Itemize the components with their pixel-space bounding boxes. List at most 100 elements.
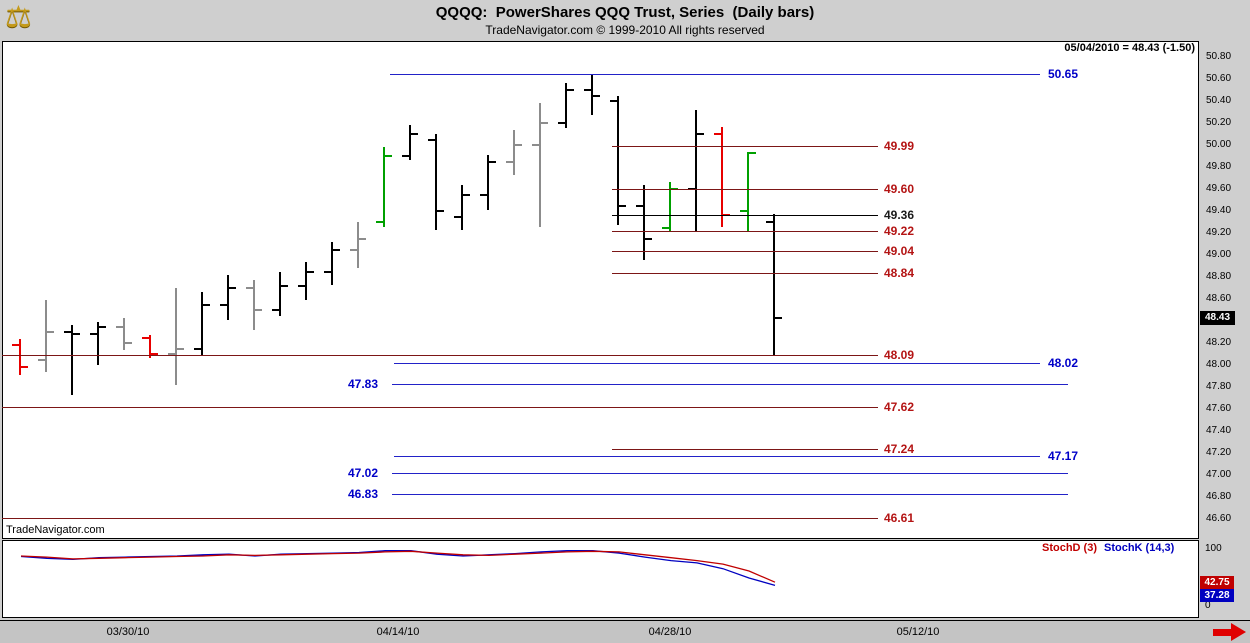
ohlc-close-tick bbox=[359, 237, 366, 240]
stochk-legend[interactable]: StochK (14,3) bbox=[1104, 542, 1175, 554]
ohlc-close-tick bbox=[567, 89, 574, 91]
price-axis-tick: 47.20 bbox=[1206, 447, 1232, 458]
ohlc-bar bbox=[253, 280, 255, 330]
ohlc-bar bbox=[305, 261, 307, 301]
stochk-value-box: 37.28 bbox=[1200, 589, 1234, 602]
price-axis-tick: 49.60 bbox=[1206, 183, 1232, 194]
price-axis-tick: 47.40 bbox=[1206, 425, 1232, 436]
chart-title: QQQQ: PowerShares QQQ Trust, Series (Dai… bbox=[435, 4, 815, 21]
stoch-axis-bottom-tick: 0 bbox=[1205, 600, 1211, 611]
ohlc-open-tick bbox=[636, 204, 643, 207]
price-level-line[interactable] bbox=[2, 517, 878, 519]
ohlc-open-tick bbox=[532, 144, 539, 146]
price-level-line[interactable] bbox=[2, 355, 878, 357]
copyright-text: TradeNavigator.com © 1999-2010 All right… bbox=[485, 23, 765, 37]
ohlc-open-tick bbox=[194, 347, 201, 350]
price-level-label: 47.83 bbox=[348, 376, 379, 391]
price-level-label: 48.09 bbox=[884, 348, 915, 363]
ohlc-bar bbox=[487, 154, 489, 210]
chart-watermark: TradeNavigator.com bbox=[6, 524, 105, 536]
ohlc-open-tick bbox=[220, 303, 227, 306]
stochd-value-box: 42.75 bbox=[1200, 576, 1234, 589]
date-axis-label: 05/12/10 bbox=[896, 626, 940, 638]
ohlc-open-tick bbox=[142, 336, 149, 339]
price-chart-panel[interactable] bbox=[2, 41, 1199, 539]
stochd-legend[interactable]: StochD (3) bbox=[1042, 542, 1097, 554]
ohlc-open-tick bbox=[246, 287, 253, 289]
price-level-line[interactable] bbox=[2, 406, 878, 408]
stoch-axis-top-tick: 100 bbox=[1205, 543, 1222, 554]
price-level-line[interactable] bbox=[612, 189, 878, 190]
stochd-line bbox=[20, 550, 776, 583]
ohlc-bar bbox=[123, 317, 125, 350]
price-axis-tick: 46.60 bbox=[1206, 513, 1232, 524]
price-level-line[interactable] bbox=[612, 215, 878, 217]
ohlc-bar bbox=[45, 300, 47, 372]
price-axis-tick: 50.60 bbox=[1206, 73, 1232, 84]
ohlc-bar bbox=[19, 338, 21, 375]
price-axis-tick: 49.80 bbox=[1206, 161, 1232, 172]
price-level-line[interactable] bbox=[612, 146, 878, 148]
ohlc-open-tick bbox=[558, 122, 565, 124]
price-level-line[interactable] bbox=[392, 493, 1068, 495]
price-level-line[interactable] bbox=[612, 272, 878, 274]
ohlc-bar bbox=[71, 325, 73, 395]
ohlc-open-tick bbox=[350, 248, 357, 251]
ohlc-bar bbox=[227, 274, 229, 320]
ohlc-bar bbox=[565, 83, 567, 129]
ohlc-open-tick bbox=[714, 133, 721, 135]
ohlc-bar bbox=[279, 271, 281, 316]
price-axis-tick: 48.60 bbox=[1206, 293, 1232, 304]
ohlc-open-tick bbox=[454, 215, 461, 218]
ohlc-bar bbox=[747, 151, 749, 231]
stochastic-panel[interactable] bbox=[2, 540, 1199, 618]
ohlc-close-tick bbox=[307, 270, 314, 273]
ohlc-open-tick bbox=[662, 226, 669, 229]
price-level-label: 47.17 bbox=[1048, 449, 1079, 464]
ohlc-open-tick bbox=[584, 89, 591, 91]
price-level-line[interactable] bbox=[392, 383, 1068, 385]
price-level-label: 49.99 bbox=[884, 139, 915, 154]
price-level-line[interactable] bbox=[612, 250, 878, 252]
scroll-right-arrow[interactable] bbox=[1213, 629, 1231, 636]
price-level-label: 48.02 bbox=[1048, 355, 1079, 370]
ohlc-bar bbox=[175, 288, 177, 385]
time-axis-bar[interactable] bbox=[0, 620, 1250, 643]
ohlc-open-tick bbox=[272, 309, 279, 311]
ohlc-close-tick bbox=[229, 287, 236, 289]
ohlc-bar bbox=[617, 95, 619, 226]
price-level-line[interactable] bbox=[612, 230, 878, 232]
price-level-line[interactable] bbox=[394, 362, 1040, 364]
ohlc-open-tick bbox=[324, 270, 331, 273]
ohlc-bar bbox=[513, 129, 515, 175]
price-axis[interactable] bbox=[1200, 41, 1250, 621]
price-level-label: 47.62 bbox=[884, 399, 915, 414]
ohlc-close-tick bbox=[47, 331, 54, 333]
price-level-line[interactable] bbox=[390, 73, 1040, 75]
price-axis-tick: 50.40 bbox=[1206, 95, 1232, 106]
price-level-label: 49.04 bbox=[884, 243, 915, 258]
price-level-label: 49.22 bbox=[884, 223, 915, 238]
price-level-label: 47.02 bbox=[348, 465, 379, 480]
price-level-line[interactable] bbox=[612, 448, 878, 450]
ohlc-bar bbox=[539, 103, 541, 228]
price-level-label: 46.83 bbox=[348, 486, 379, 501]
price-level-line[interactable] bbox=[394, 456, 1040, 458]
price-level-line[interactable] bbox=[392, 472, 1068, 474]
ohlc-open-tick bbox=[402, 155, 409, 157]
ohlc-open-tick bbox=[12, 344, 19, 347]
ohlc-bar bbox=[357, 222, 359, 269]
price-axis-tick: 50.20 bbox=[1206, 117, 1232, 128]
price-axis-tick: 48.00 bbox=[1206, 359, 1232, 370]
last-price-box: 48.43 bbox=[1200, 310, 1235, 325]
price-axis-tick: 48.80 bbox=[1206, 271, 1232, 282]
stochk-line bbox=[20, 550, 776, 587]
ohlc-open-tick bbox=[38, 358, 45, 361]
ohlc-open-tick bbox=[376, 221, 383, 223]
date-axis-label: 03/30/10 bbox=[106, 626, 150, 638]
ohlc-bar bbox=[331, 241, 333, 285]
price-level-label: 49.36 bbox=[884, 208, 915, 223]
scroll-right-arrow-head[interactable] bbox=[1231, 623, 1246, 641]
price-level-label: 46.61 bbox=[884, 510, 915, 525]
